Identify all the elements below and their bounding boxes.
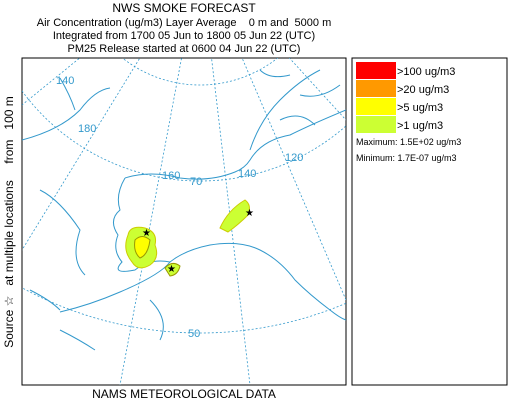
- grid-label: 70: [190, 176, 202, 188]
- smoke-plume: ★ ★ ★: [125, 199, 254, 277]
- legend-label: >20 ug/m3: [397, 84, 449, 96]
- grid-label: 160: [162, 170, 180, 182]
- map-frame: [21, 57, 347, 386]
- source-star: ★: [142, 228, 151, 239]
- graticule: [22, 58, 346, 385]
- subtitle: Integrated from 1700 05 Jun to 1800 05 J…: [53, 30, 315, 42]
- subtitle: Air Concentration (ug/m3) Layer Average …: [37, 17, 332, 29]
- legend-swatch: [356, 98, 396, 115]
- legend-maximum: Maximum: 1.5E+02 ug/m3: [356, 137, 461, 147]
- legend-label: >100 ug/m3: [397, 66, 455, 78]
- map: ★ ★ ★ 140 180 160 70 140 120 50: [22, 58, 346, 385]
- legend-label: >5 ug/m3: [397, 102, 443, 114]
- legend-swatch: [356, 116, 396, 133]
- source-star: ★: [167, 264, 176, 275]
- grid-label: 50: [188, 328, 200, 340]
- coastline: [22, 69, 346, 351]
- legend-swatch: [356, 62, 396, 79]
- subtitle: PM25 Release started at 0600 04 Jun 22 (…: [68, 43, 301, 55]
- grid-label: 180: [78, 123, 96, 135]
- grid-label: 120: [285, 152, 303, 164]
- grid-label: 140: [56, 75, 74, 87]
- side-label: Source ☆ at multiple locations from 100 …: [2, 96, 16, 348]
- legend-minimum: Minimum: 1.7E-07 ug/m3: [356, 153, 457, 163]
- legend-swatch: [356, 80, 396, 97]
- source-star: ★: [245, 208, 254, 219]
- grid-label: 140: [238, 168, 256, 180]
- legend-label: >1 ug/m3: [397, 120, 443, 132]
- legend: >100 ug/m3 >20 ug/m3 >5 ug/m3 >1 ug/m3: [356, 62, 455, 133]
- title: NWS SMOKE FORECAST: [112, 1, 256, 15]
- footer: NAMS METEOROLOGICAL DATA: [92, 387, 276, 401]
